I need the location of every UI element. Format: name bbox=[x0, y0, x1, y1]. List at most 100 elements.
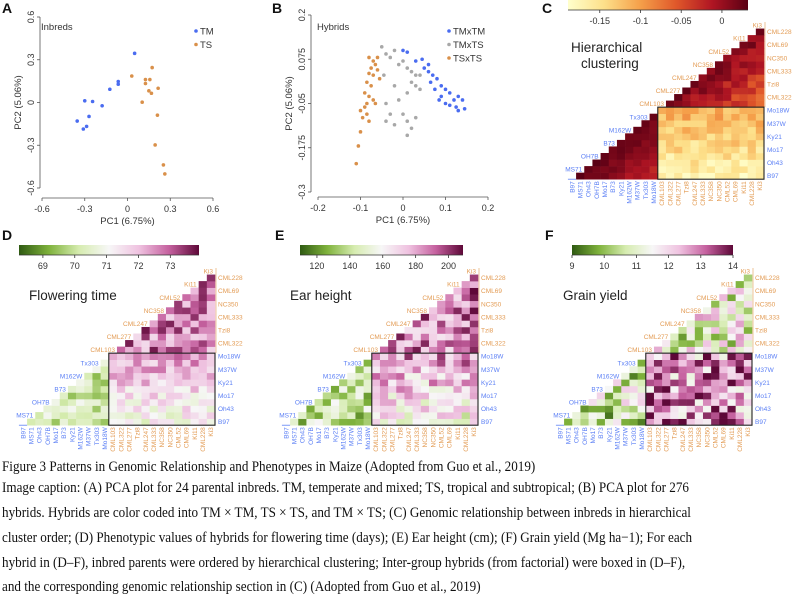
heatmap-cell bbox=[469, 346, 479, 354]
data-point bbox=[163, 172, 167, 176]
heatmap-cells bbox=[576, 28, 765, 180]
heatmap-cell bbox=[592, 159, 601, 167]
heatmap-cell bbox=[670, 405, 679, 413]
heatmap-cell bbox=[674, 94, 683, 101]
heatmap-cell bbox=[461, 307, 471, 315]
heatmap-cell bbox=[330, 412, 340, 419]
heatmap-cell bbox=[645, 412, 655, 419]
heatmap-cell bbox=[198, 313, 208, 321]
heatmap-cell bbox=[190, 287, 199, 295]
heatmap-cell bbox=[437, 399, 446, 406]
heatmap-cell bbox=[711, 340, 720, 347]
heatmap-cell bbox=[322, 405, 332, 413]
heatmap-cell bbox=[141, 379, 150, 387]
heatmap-cell bbox=[469, 353, 479, 360]
heatmap-cell bbox=[743, 418, 753, 426]
heatmap-cells bbox=[27, 274, 216, 426]
data-point bbox=[161, 163, 166, 167]
row-label: B73 bbox=[591, 386, 603, 393]
data-point bbox=[405, 91, 410, 95]
heatmap-cell bbox=[719, 392, 728, 400]
heatmap-cell bbox=[125, 399, 134, 406]
heatmap-cell bbox=[608, 146, 618, 154]
row-label: NC350 bbox=[755, 301, 776, 308]
heatmap-cell bbox=[35, 412, 44, 419]
heatmap-cell bbox=[645, 399, 655, 406]
heatmap-cell bbox=[714, 87, 724, 95]
heatmap-cell bbox=[706, 166, 716, 173]
row-label: CML52 bbox=[159, 295, 180, 302]
heatmap-cell bbox=[613, 405, 622, 413]
heatmap-cell bbox=[604, 418, 614, 426]
heatmap-cell bbox=[35, 418, 44, 426]
heatmap-cell bbox=[396, 353, 405, 360]
heatmap-cell bbox=[755, 113, 765, 121]
data-point bbox=[143, 77, 148, 82]
heatmap-cell bbox=[428, 372, 438, 380]
heatmap-cell bbox=[453, 353, 462, 360]
heatmap-cell bbox=[649, 172, 659, 180]
heatmap-cell bbox=[613, 392, 622, 400]
heatmap-cell bbox=[469, 320, 479, 328]
heatmap-cell bbox=[711, 418, 720, 426]
heatmap-cell bbox=[719, 399, 728, 406]
heatmap-cell bbox=[747, 139, 757, 147]
heatmap-cell bbox=[206, 353, 216, 360]
heatmap-cell bbox=[182, 372, 191, 380]
heatmap-cell bbox=[727, 399, 736, 406]
heatmap-cell bbox=[404, 418, 413, 426]
heatmap-cell bbox=[453, 333, 462, 341]
row-label: OH7B bbox=[295, 400, 313, 407]
row-label: B97 bbox=[767, 173, 779, 180]
heatmap-cell bbox=[637, 372, 647, 380]
heatmap-cell bbox=[198, 307, 208, 315]
heatmap-cell bbox=[116, 346, 126, 354]
legend-label: TMxTM bbox=[453, 27, 485, 38]
heatmap-cell bbox=[755, 153, 765, 160]
row-label: Oh43 bbox=[481, 406, 497, 413]
row-label: B97 bbox=[481, 419, 493, 426]
heatmap-cell bbox=[670, 353, 679, 360]
heatmap-cell bbox=[116, 379, 126, 387]
heatmap-cell bbox=[735, 379, 745, 387]
row-label: CML322 bbox=[767, 95, 792, 102]
data-point bbox=[373, 101, 378, 106]
heatmap-cell bbox=[412, 320, 422, 328]
heatmap-cell bbox=[719, 385, 728, 393]
row-label: NC358 bbox=[144, 308, 165, 315]
heatmap-cell bbox=[604, 405, 614, 413]
heatmap-cell bbox=[686, 320, 696, 328]
column-label: Ki3 bbox=[471, 427, 478, 437]
heatmap-cell bbox=[629, 366, 638, 374]
heatmap-cell bbox=[629, 392, 638, 400]
row-label: CML277 bbox=[370, 334, 395, 341]
heatmap-cell bbox=[711, 353, 720, 360]
heatmap-cell bbox=[743, 274, 753, 282]
heatmap-cell bbox=[747, 126, 757, 134]
heatmap-cell bbox=[641, 146, 650, 154]
row-label: NC358 bbox=[693, 62, 714, 69]
heatmap-cell bbox=[133, 340, 142, 347]
column-label: CML103 bbox=[373, 427, 380, 452]
heatmap-cell bbox=[735, 372, 745, 380]
heatmap-cell bbox=[404, 366, 413, 374]
row-label: MS71 bbox=[565, 167, 582, 174]
heatmap-cell bbox=[190, 307, 199, 315]
column-label: CML277 bbox=[127, 427, 134, 452]
heatmap-cell bbox=[702, 379, 712, 387]
heatmap-cell bbox=[747, 67, 757, 75]
panel-letter-b: B bbox=[272, 0, 282, 16]
heatmap-cell bbox=[420, 372, 430, 380]
heatmap-cell bbox=[67, 392, 77, 400]
heatmap-cell bbox=[396, 346, 405, 354]
heatmap-cell bbox=[133, 392, 142, 400]
heatmap-cell bbox=[670, 418, 679, 426]
heatmap-cell bbox=[67, 405, 77, 413]
data-point bbox=[369, 84, 373, 88]
heatmap-cell bbox=[682, 94, 691, 101]
heatmap-cell bbox=[678, 399, 687, 406]
data-point bbox=[401, 48, 405, 53]
heatmap-cell bbox=[662, 359, 671, 367]
heatmap-cell bbox=[719, 379, 728, 387]
heatmap-cell bbox=[445, 405, 454, 413]
